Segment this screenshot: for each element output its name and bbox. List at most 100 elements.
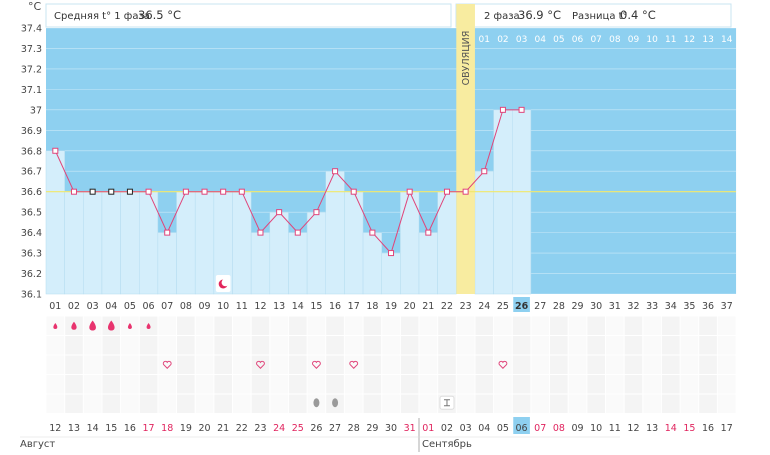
symptom-cell xyxy=(624,336,643,355)
y-axis: 36.1 36.2 36.3 36.4 36.5 36.6 36.7 36.8 36.9 37 37… xyxy=(21,24,42,301)
bleeding-drop-icon xyxy=(107,320,115,331)
symptom-cell xyxy=(456,394,475,413)
symptom-cell xyxy=(587,316,605,335)
symptom-cell xyxy=(233,375,251,394)
cycle-day-label: 01 xyxy=(49,301,61,312)
ovulation-bar xyxy=(456,4,475,294)
symptom-cell xyxy=(456,316,475,335)
symptom-cell xyxy=(83,355,102,374)
symptom-cell xyxy=(699,316,717,335)
ovulation-band: ОВУЛЯЦИЯ xyxy=(456,4,475,294)
temp-column xyxy=(120,191,140,295)
cycle-day-label: 10 xyxy=(217,301,229,312)
symptom-cell xyxy=(307,336,326,355)
temp-column xyxy=(64,191,84,295)
symptom-cell xyxy=(270,336,288,355)
y-tick-label: 36.8 xyxy=(21,146,42,157)
symptom-cell xyxy=(643,394,661,413)
phase2-day-number: 03 xyxy=(516,35,527,45)
symptom-cell xyxy=(400,336,419,355)
symptom-cell xyxy=(344,375,363,394)
date-label: 02 xyxy=(441,423,453,434)
date-label: 25 xyxy=(292,423,304,434)
cycle-day-label: 23 xyxy=(460,301,472,312)
symptom-cell xyxy=(643,316,661,335)
date-label: 21 xyxy=(217,423,229,434)
symptom-cell xyxy=(680,316,699,335)
month-label: Август xyxy=(20,439,55,450)
date-label: 30 xyxy=(385,423,397,434)
y-tick-label: 37.4 xyxy=(21,24,42,35)
cycle-day-label: 06 xyxy=(143,301,155,312)
symptom-cell xyxy=(475,394,494,413)
temp-column xyxy=(194,191,215,295)
temp-point xyxy=(52,147,59,154)
phase2-day-number: 05 xyxy=(553,35,564,45)
symptom-cell xyxy=(233,336,251,355)
current-day-highlight xyxy=(513,297,530,312)
symptom-cell xyxy=(531,375,550,394)
cycle-day-label: 18 xyxy=(366,301,378,312)
y-tick-label: 36.3 xyxy=(21,249,42,260)
temp-point xyxy=(406,188,413,195)
symptom-cell xyxy=(344,394,363,413)
symptom-cell xyxy=(139,355,158,374)
temp-point xyxy=(238,188,245,195)
temp-column xyxy=(83,191,103,295)
symptom-cell xyxy=(550,375,568,394)
symptom-cell xyxy=(158,394,177,413)
symptom-cell xyxy=(624,394,643,413)
symptom-cell xyxy=(195,375,214,394)
temp-point xyxy=(145,188,152,195)
symptom-cell xyxy=(438,375,456,394)
phase2-day-number: 04 xyxy=(534,35,546,45)
temp-point xyxy=(313,209,320,216)
temp-point xyxy=(294,229,301,236)
symptom-cell xyxy=(512,394,531,413)
cycle-day-label: 29 xyxy=(571,301,583,312)
date-label: 27 xyxy=(329,423,341,434)
cycle-day-label: 12 xyxy=(254,301,266,312)
symptom-cell xyxy=(475,316,494,335)
date-label: 18 xyxy=(161,423,173,434)
cycle-day-label: 33 xyxy=(646,301,658,312)
symptom-cell xyxy=(307,316,326,335)
symptom-cell xyxy=(139,336,158,355)
date-label: 19 xyxy=(180,423,192,434)
symptom-cell xyxy=(363,316,382,335)
temp-point xyxy=(499,106,506,113)
symptom-cell xyxy=(419,375,438,394)
temp-column xyxy=(157,232,177,295)
symptom-cell xyxy=(270,394,288,413)
symptom-cell xyxy=(233,316,251,335)
temp-column xyxy=(250,232,271,295)
symptom-cell xyxy=(65,394,83,413)
temp-column xyxy=(45,150,65,295)
symptom-cell xyxy=(587,394,605,413)
symptom-cell xyxy=(400,316,419,335)
cycle-day-label: 36 xyxy=(702,301,714,312)
header-box-phase1 xyxy=(45,3,452,28)
symptom-cell xyxy=(382,375,400,394)
temp-point xyxy=(257,229,264,236)
y-tick-label: 36.7 xyxy=(21,167,42,178)
temp-column xyxy=(381,252,401,295)
cycle-day-label: 04 xyxy=(105,301,117,312)
temp-point xyxy=(388,250,395,257)
symptom-cell xyxy=(363,375,382,394)
cycle-day-label: 34 xyxy=(665,301,677,312)
symptom-cell xyxy=(158,375,177,394)
phase2-day-number: 09 xyxy=(628,35,640,45)
month-label: Сентябрь xyxy=(422,439,472,450)
y-tick-label: 36.5 xyxy=(21,208,42,219)
symptom-cell xyxy=(251,336,270,355)
symptom-cell xyxy=(382,336,400,355)
cycle-day-label: 25 xyxy=(497,301,509,312)
phase2-day-number: 12 xyxy=(684,35,695,45)
symptom-cell xyxy=(270,316,288,335)
date-label: 16 xyxy=(702,423,714,434)
symptom-cell xyxy=(46,336,65,355)
cycle-day-label: 17 xyxy=(348,301,360,312)
cycle-day-label: 28 xyxy=(553,301,565,312)
current-date-highlight xyxy=(513,417,530,434)
